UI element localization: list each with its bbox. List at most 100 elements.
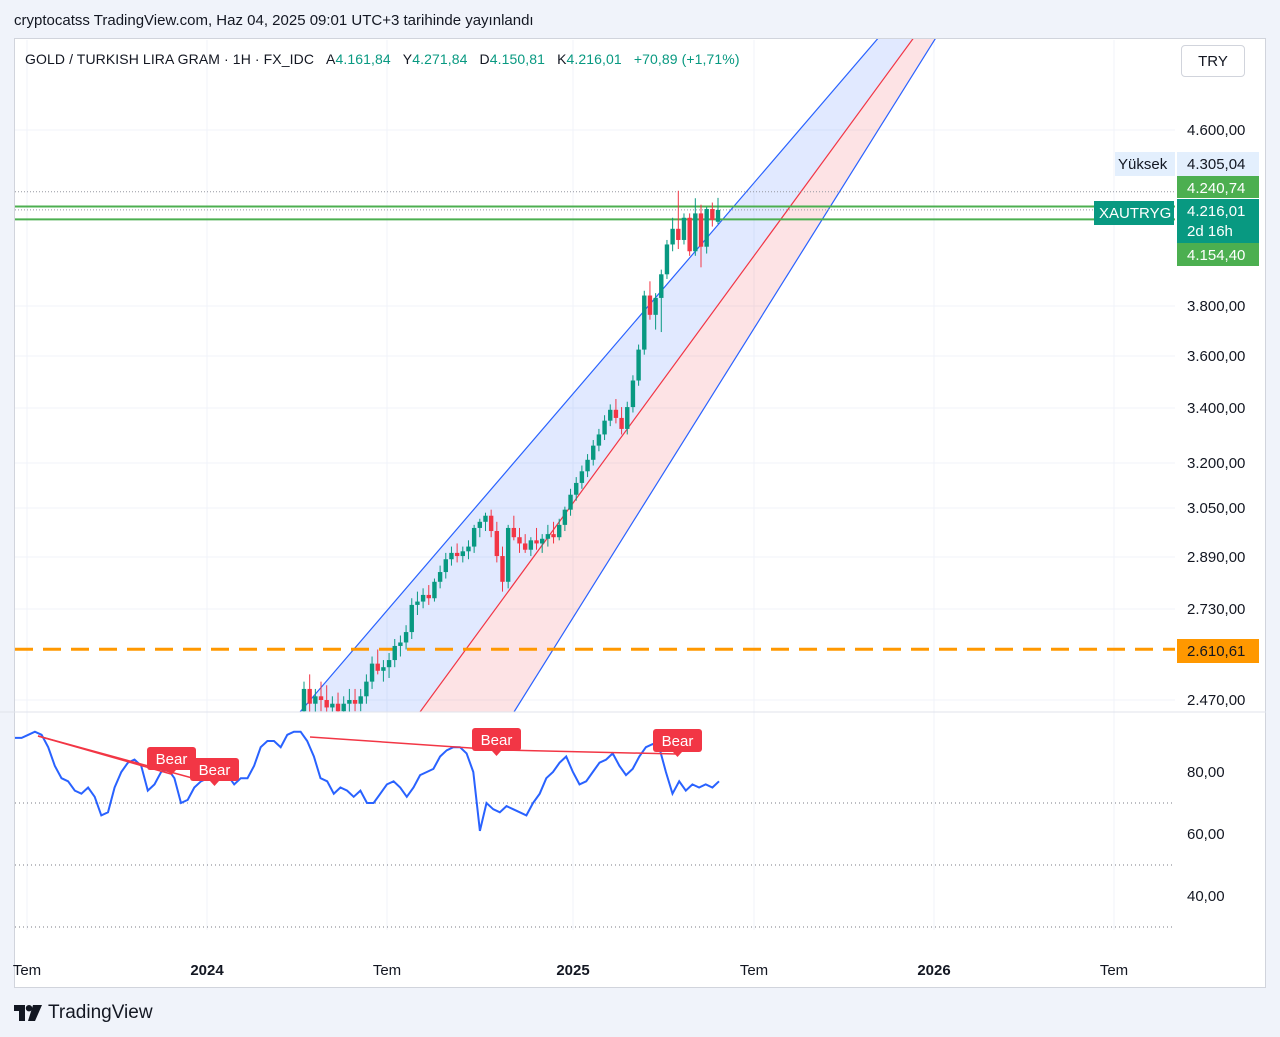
ohlc-legend: GOLD / TURKISH LIRA GRAM · 1H · FX_IDC A… [25,51,740,67]
candle [511,515,517,541]
time-tick-label: 2025 [556,962,589,979]
candle-body [449,552,454,560]
channel-lower-fill [420,39,936,712]
candle-body [557,524,562,538]
candle [715,197,721,225]
candle [698,204,704,268]
candle-body [358,696,363,704]
candle [670,217,675,252]
price-tick-label: 3.200,00 [1187,455,1245,472]
tag-lower-value: 4.154,40 [1187,247,1245,264]
candle-body [676,228,681,240]
channel-median-line [419,39,914,712]
candle-body [647,295,653,315]
tradingview-logo-icon [14,1005,42,1021]
grid-lines [15,40,1175,930]
symbol-title[interactable]: GOLD / TURKISH LIRA GRAM · 1H · FX_IDC [25,51,315,67]
candle-body [505,527,511,582]
candle [693,198,698,256]
candle [704,206,709,254]
channel-lower-line [513,39,936,712]
candle-body [364,681,369,697]
candle [687,213,692,256]
candle [522,534,528,553]
candle [551,521,556,544]
candle [505,524,511,589]
bear-label-text: Bear [481,732,513,749]
candles [301,190,721,712]
candle-body [664,244,670,275]
candle [568,488,573,516]
candle [483,512,488,532]
candle-body [579,471,585,483]
candle [574,477,579,501]
low-value: 4.150,81 [489,51,546,67]
time-tick-label: Tem [1100,962,1128,979]
candle [630,375,636,413]
candle-body [494,531,500,557]
candle [313,688,318,712]
candle [619,407,624,435]
candle [557,518,562,541]
publish-header: cryptocatss TradingView.com, Haz 04, 202… [0,0,1280,38]
candle-body [420,594,426,602]
orange-tag-value: 2.610,61 [1187,643,1245,660]
candle-body [454,552,460,557]
candle [642,290,647,355]
candle [347,688,352,712]
price-tick-label: 3.800,00 [1187,298,1245,315]
candle [443,552,448,579]
candle-body [539,538,545,544]
price-tick-label: 3.050,00 [1187,500,1245,517]
candle [335,692,341,712]
candle [562,506,568,532]
candle-body [301,688,307,712]
candle-body [653,297,658,315]
close-label: K [557,51,567,67]
candle [681,213,687,245]
bear-label-box [190,758,239,781]
candle-body [534,540,539,544]
candle [341,696,346,712]
chart-frame[interactable] [14,38,1266,988]
bear-label-text: Bear [156,751,188,768]
bear-label-text: Bear [662,733,694,750]
candle [471,524,477,553]
candle [324,685,329,712]
bear-label: Bear [472,728,521,756]
close-value: 4.216,01 [566,51,622,67]
candle [500,546,505,592]
tradingview-logo[interactable]: TradingView [14,1001,153,1025]
candle-body [693,213,698,252]
candle-body [352,700,358,704]
time-tick-label: Tem [373,962,401,979]
bear-label-pointer [167,770,176,775]
candle-body [398,642,403,646]
price-tick-label: 2.470,00 [1187,692,1245,709]
candle-body [483,515,488,522]
candle [415,591,420,615]
candle [676,190,681,249]
rsi-pane [0,711,1266,928]
currency-button[interactable]: TRY [1181,45,1245,77]
candle-body [460,551,465,557]
candle [710,202,715,227]
candle [460,546,465,563]
candle-body [687,217,692,252]
candle-body [585,459,590,472]
regression-channel [299,39,936,712]
high-label: Yüksek [1118,156,1168,173]
candle [579,465,585,489]
candle-body [636,349,641,381]
candle [426,585,431,605]
time-axis: Tem 2024 Tem 2025 Tem 2026 Tem [13,962,1128,979]
high-label: Y [402,51,413,67]
candle [358,688,363,712]
candle [534,527,539,550]
candle-body [409,604,414,633]
candle-body [415,601,420,605]
bear-label: Bear [147,747,196,775]
open-label: A [326,51,336,67]
last-price-bg [1177,199,1259,243]
